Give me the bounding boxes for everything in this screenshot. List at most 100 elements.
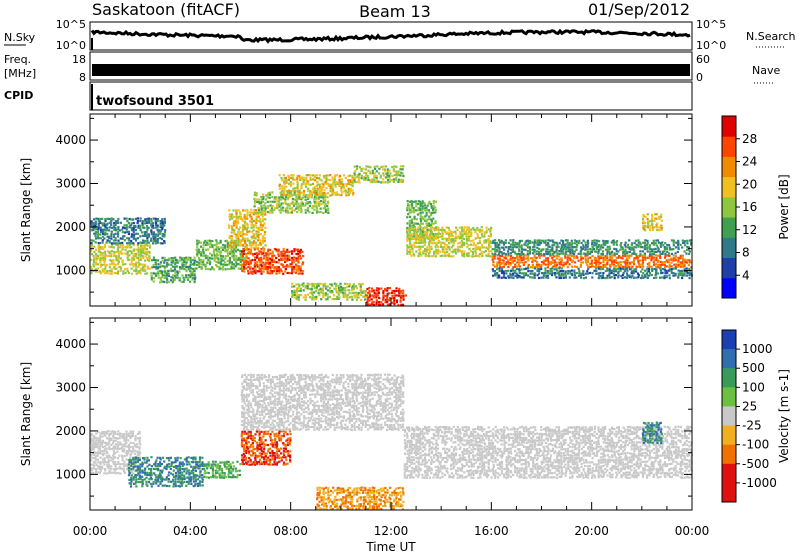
velocity-cell	[195, 478, 198, 481]
power-cell	[92, 254, 95, 257]
power-colorbar-tick-label: 8	[742, 246, 750, 260]
power-cell	[152, 256, 155, 259]
power-cell	[417, 230, 420, 233]
power-cell	[256, 211, 259, 214]
power-cell	[542, 263, 545, 266]
velocity-cell	[201, 474, 204, 477]
power-cell	[460, 250, 464, 253]
velocity-cell	[236, 469, 239, 473]
power-cell	[419, 232, 422, 235]
power-cell	[135, 272, 138, 275]
velocity-cell	[183, 470, 186, 473]
power-cell	[144, 218, 147, 221]
power-cell	[641, 259, 644, 262]
power-cell	[202, 263, 205, 266]
power-cell	[290, 295, 294, 298]
power-cell	[237, 239, 240, 243]
power-cell	[226, 243, 229, 246]
power-cell	[419, 220, 423, 223]
velocity-cell	[114, 432, 117, 435]
power-cell	[166, 281, 169, 284]
power-cell	[502, 243, 506, 246]
power-cell	[113, 224, 116, 227]
power-cell	[108, 250, 111, 254]
power-cell	[245, 246, 248, 249]
power-cell	[316, 189, 319, 193]
power-cell	[677, 261, 680, 264]
power-cell	[232, 220, 236, 223]
power-cell	[90, 253, 93, 256]
power-cell	[511, 274, 514, 277]
power-cell	[152, 231, 156, 234]
power-cell	[230, 267, 233, 270]
power-cell	[430, 222, 433, 225]
power-cell	[546, 259, 549, 262]
power-cell	[358, 181, 361, 184]
power-cell	[622, 250, 625, 253]
power-cell	[304, 194, 308, 197]
power-cell	[161, 218, 164, 221]
power-cell	[234, 246, 237, 249]
power-cell	[459, 235, 462, 238]
power-cell	[494, 252, 497, 256]
velocity-cell	[212, 460, 215, 463]
power-cell	[670, 239, 674, 242]
power-cell	[180, 267, 183, 270]
power-cell	[313, 298, 316, 301]
power-cell	[613, 266, 616, 269]
velocity-cell	[180, 476, 184, 479]
power-cell	[509, 269, 512, 272]
power-cell	[587, 265, 590, 268]
power-cell	[315, 191, 318, 194]
power-cell	[104, 253, 107, 256]
power-cell	[324, 180, 328, 183]
power-cell	[99, 250, 102, 253]
power-cell	[115, 243, 118, 246]
velocity-cell	[95, 439, 98, 442]
power-cell	[284, 259, 287, 262]
power-cell	[250, 237, 254, 240]
power-cell	[435, 250, 438, 253]
velocity-cell	[128, 471, 131, 475]
power-cell	[479, 248, 482, 251]
power-cell	[415, 245, 419, 248]
power-cell	[261, 213, 264, 216]
power-cell	[483, 239, 486, 242]
power-cell	[259, 213, 262, 216]
velocity-cell	[165, 467, 168, 471]
power-cell	[373, 294, 376, 297]
power-cell	[224, 268, 227, 271]
power-cell	[494, 239, 497, 242]
power-cell	[302, 289, 305, 292]
power-cell	[620, 246, 623, 249]
power-cell	[228, 241, 231, 244]
power-cell	[99, 252, 102, 255]
power-cell	[555, 254, 558, 257]
power-cell	[294, 190, 297, 193]
power-cell	[130, 233, 133, 236]
power-cell	[634, 239, 638, 242]
power-cell	[538, 241, 541, 244]
power-cell	[424, 207, 427, 210]
velocity-cell	[139, 478, 142, 481]
power-cell	[268, 191, 271, 194]
power-cell	[527, 274, 530, 277]
power-cell	[154, 261, 157, 264]
power-cell	[95, 261, 98, 264]
power-cell	[146, 237, 149, 240]
power-cell	[386, 169, 389, 172]
velocity-cell	[187, 480, 190, 483]
velocity-cell	[185, 467, 188, 470]
velocity-cell	[108, 470, 111, 473]
power-cell	[516, 256, 519, 259]
power-cell	[245, 233, 248, 236]
power-cell	[624, 252, 627, 255]
power-cell	[106, 235, 109, 238]
power-cell	[651, 252, 654, 255]
power-cell	[142, 248, 145, 251]
power-cell	[369, 172, 372, 175]
velocity-cell	[139, 451, 142, 455]
velocity-cell	[125, 463, 128, 466]
power-cell	[288, 263, 292, 266]
power-cell	[421, 200, 424, 203]
